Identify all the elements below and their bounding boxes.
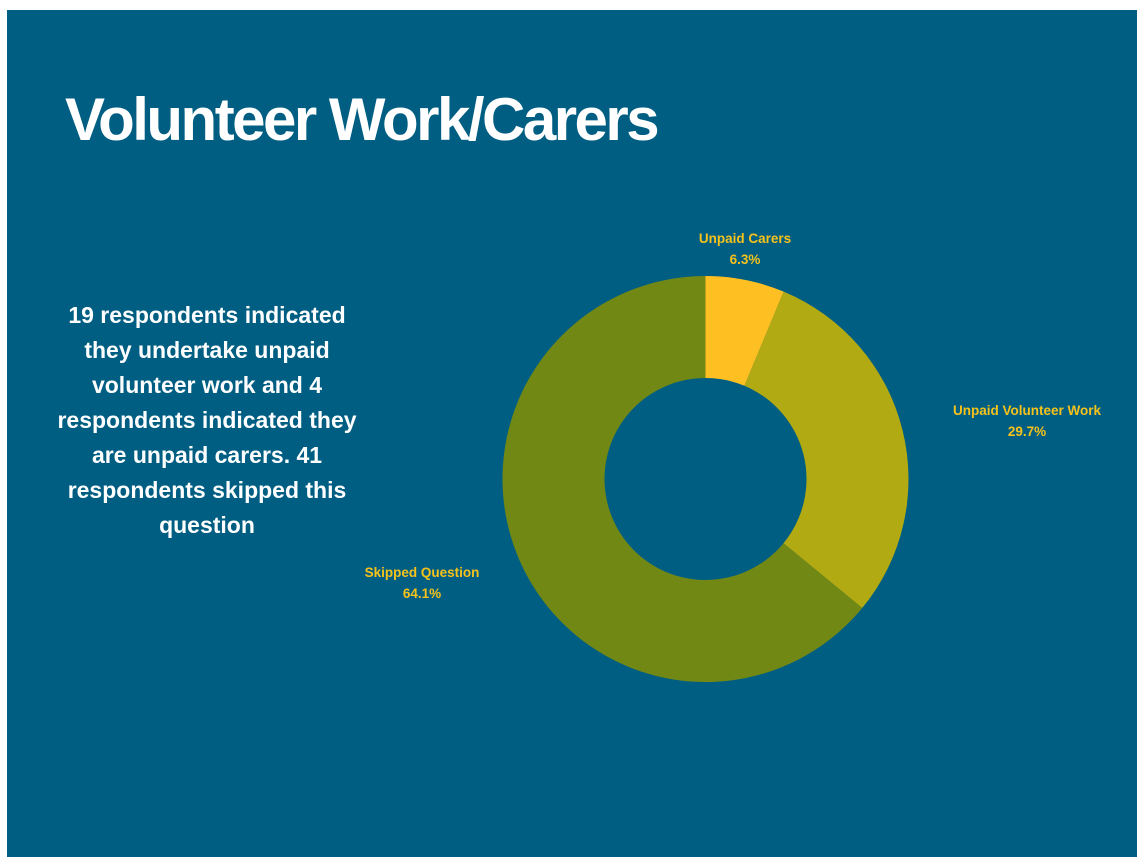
slice-label-unpaid-carers: Unpaid Carers [699, 231, 791, 246]
slice-value-unpaid-volunteer-work: 29.7% [1008, 424, 1046, 439]
slice-value-unpaid-carers: 6.3% [730, 252, 761, 267]
slice-label-skipped-question: Skipped Question [365, 565, 480, 580]
slide: Volunteer Work/Carers 19 respondents ind… [7, 10, 1137, 857]
donut-chart: Unpaid Carers 6.3% Unpaid Volunteer Work 29… [365, 231, 1102, 682]
slice-skipped-question [502, 276, 863, 682]
slice-label-unpaid-volunteer-work: Unpaid Volunteer Work [953, 403, 1102, 418]
summary-text: 19 respondents indicated they undertake … [57, 302, 357, 538]
slide-title: Volunteer Work/Carers [65, 86, 660, 153]
slice-unpaid-carers [705, 276, 784, 386]
slice-unpaid-volunteer-work [744, 291, 909, 609]
slice-value-skipped-question: 64.1% [403, 586, 441, 601]
